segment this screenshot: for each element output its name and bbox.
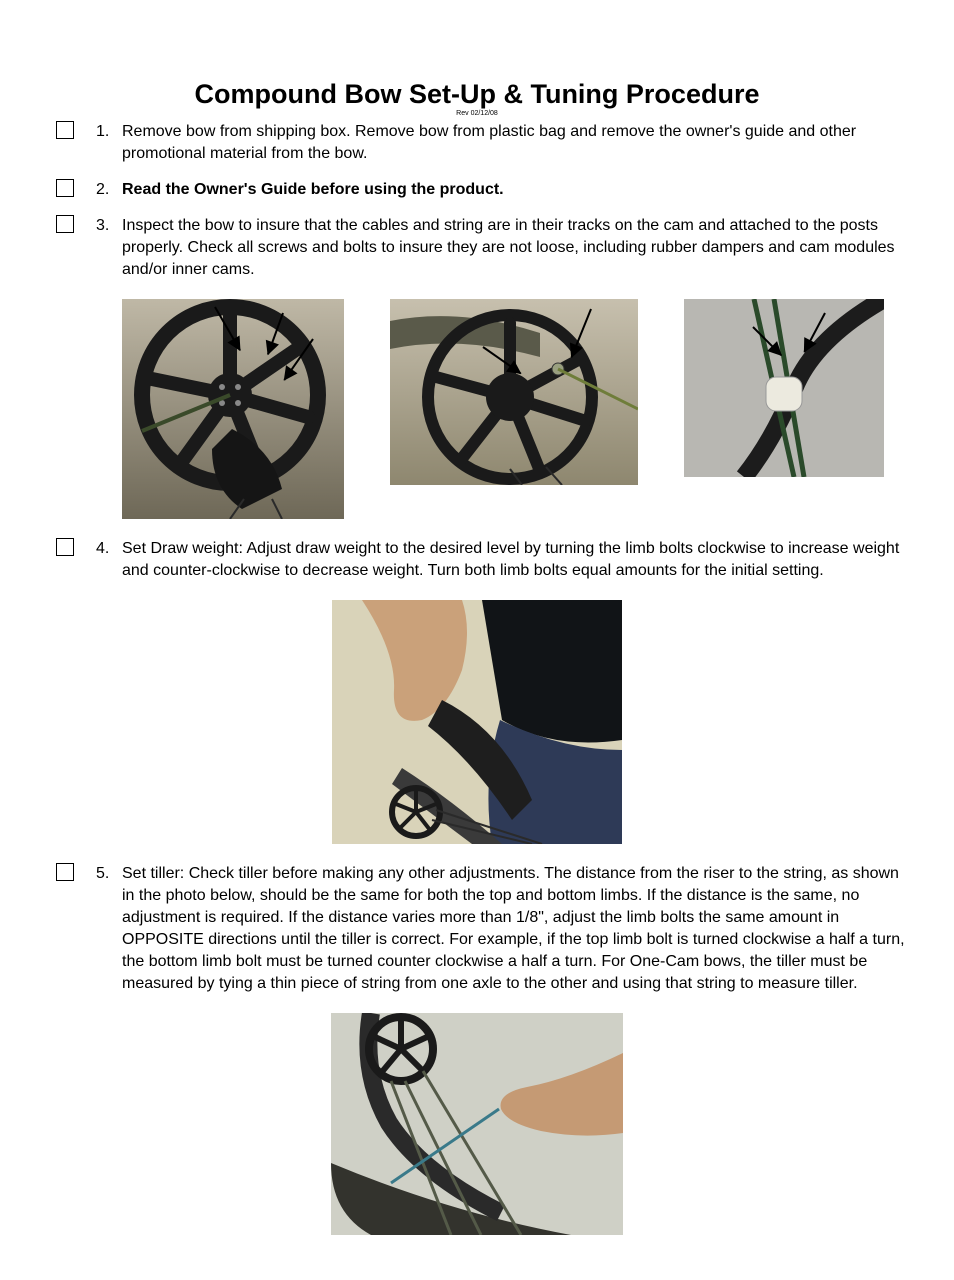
tiller-measure-photo: [331, 1013, 623, 1240]
figure-single: [48, 600, 906, 849]
step-text: Remove bow from shipping box. Remove bow…: [122, 123, 856, 162]
step-number: 3.: [96, 215, 109, 237]
checkbox[interactable]: [56, 538, 74, 556]
step-number: 4.: [96, 538, 109, 560]
step-number: 5.: [96, 863, 109, 885]
cam-posts-photo: [390, 299, 638, 524]
step-text: Read the Owner's Guide before using the …: [122, 181, 504, 198]
figure-row: [48, 299, 906, 524]
figure-single: [48, 1013, 906, 1240]
photo-illustration-icon: [331, 1013, 623, 1235]
step-number: 2.: [96, 179, 109, 201]
cable-slide-photo: [684, 299, 884, 524]
checkbox[interactable]: [56, 121, 74, 139]
photo-illustration-icon: [684, 299, 884, 477]
checkbox[interactable]: [56, 863, 74, 881]
step-item: 2. Read the Owner's Guide before using t…: [48, 179, 906, 201]
title-block: Compound Bow Set-Up & Tuning Procedure R…: [48, 80, 906, 117]
step-text: Set tiller: Check tiller before making a…: [122, 865, 905, 992]
step-item: 4. Set Draw weight: Adjust draw weight t…: [48, 538, 906, 582]
step-text: Set Draw weight: Adjust draw weight to t…: [122, 540, 899, 579]
checkbox[interactable]: [56, 215, 74, 233]
photo-illustration-icon: [332, 600, 622, 844]
step-item: 3. Inspect the bow to insure that the ca…: [48, 215, 906, 281]
step-item: 5. Set tiller: Check tiller before makin…: [48, 863, 906, 995]
draw-weight-adjust-photo: [332, 600, 622, 849]
procedure-list: 1. Remove bow from shipping box. Remove …: [48, 121, 906, 1240]
page-title: Compound Bow Set-Up & Tuning Procedure: [48, 80, 906, 110]
photo-illustration-icon: [122, 299, 344, 519]
checkbox[interactable]: [56, 179, 74, 197]
step-number: 1.: [96, 121, 109, 143]
revision-label: Rev 02/12/08: [48, 110, 906, 117]
photo-illustration-icon: [390, 299, 638, 485]
step-item: 1. Remove bow from shipping box. Remove …: [48, 121, 906, 165]
cam-screws-photo: [122, 299, 344, 524]
step-text: Inspect the bow to insure that the cable…: [122, 217, 895, 278]
document-page: Compound Bow Set-Up & Tuning Procedure R…: [0, 0, 954, 1280]
